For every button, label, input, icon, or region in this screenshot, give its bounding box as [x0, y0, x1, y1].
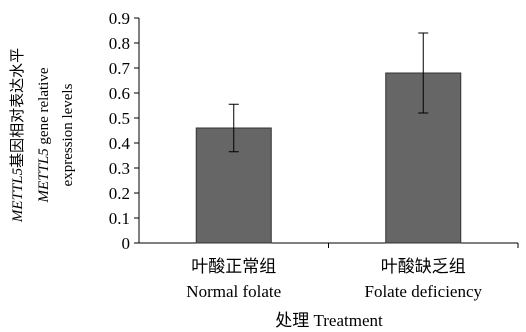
y-tick-label: 0.8	[109, 34, 130, 53]
x-category-label-zh: 叶酸正常组	[191, 257, 276, 276]
y-tick-label: 0.3	[109, 159, 130, 178]
y-tick-label: 0.2	[109, 184, 130, 203]
y-tick-label: 0.4	[109, 134, 131, 153]
y-axis-title-gene: METTL5	[36, 148, 52, 204]
y-axis-title-gene: METTL5	[10, 167, 26, 223]
y-tick-label: 0.9	[109, 9, 130, 28]
y-tick-label: 0.7	[109, 59, 131, 78]
y-axis-title-line-2: METTL5 gene relative	[36, 67, 52, 203]
y-tick-label: 0.6	[109, 84, 130, 103]
x-axis-title: 处理 Treatment	[275, 311, 383, 330]
y-axis-title-line-3: expression levels	[60, 83, 76, 186]
y-tick-label: 0	[122, 234, 131, 253]
y-axis-title-text: gene relative	[36, 67, 52, 148]
y-axis-title-text: expression levels	[60, 83, 76, 186]
x-category-label-en: Folate deficiency	[364, 282, 482, 301]
x-category-label-en: Normal folate	[186, 282, 281, 301]
plot-area: 0 0.1 0.2 0.3 0.4 0.5 0.6 0.7 0.8 0.9 叶酸正常组 Normal …	[109, 9, 519, 301]
y-tick-label: 0.1	[109, 209, 130, 228]
y-axis-title-line-1: METTL5基因相对表达水平	[9, 48, 26, 223]
x-category-label-zh: 叶酸缺乏组	[381, 257, 466, 276]
y-tick-label: 0.5	[109, 109, 130, 128]
y-axis-title-text: 基因相对表达水平	[9, 48, 26, 168]
